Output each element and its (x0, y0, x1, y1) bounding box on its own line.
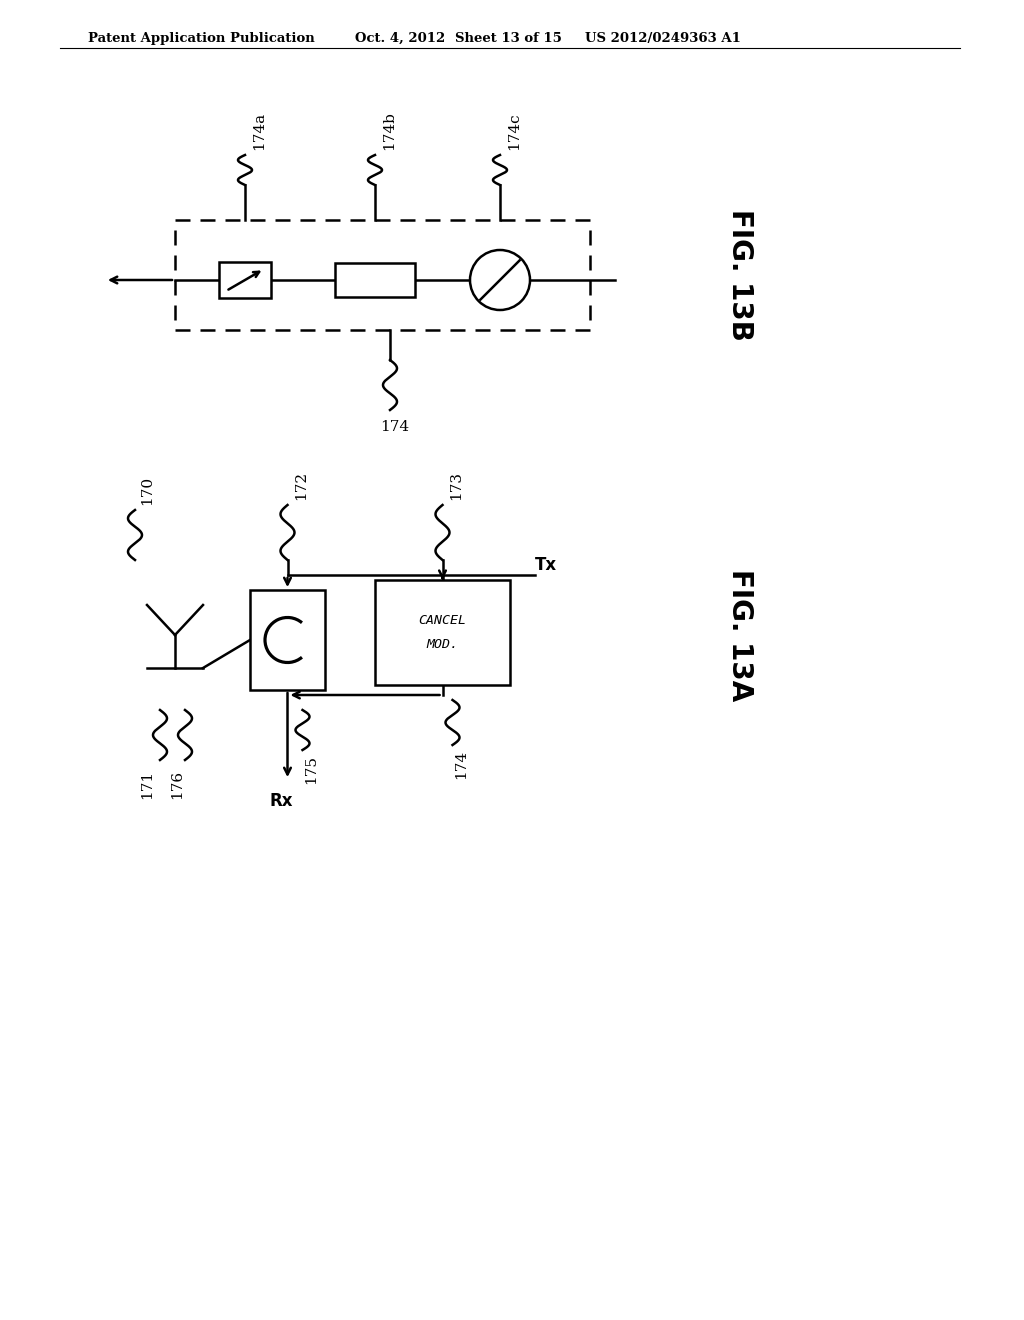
Text: US 2012/0249363 A1: US 2012/0249363 A1 (585, 32, 741, 45)
Circle shape (470, 249, 530, 310)
Text: 173: 173 (450, 471, 464, 500)
Text: Sheet 13 of 15: Sheet 13 of 15 (455, 32, 562, 45)
Text: 174: 174 (455, 750, 469, 779)
Text: Rx: Rx (269, 792, 293, 810)
Bar (335, 263, 415, 297)
Text: 174c: 174c (507, 112, 521, 150)
Bar (375, 579, 510, 685)
Text: 170: 170 (140, 477, 154, 506)
Text: FIG. 13A: FIG. 13A (726, 569, 754, 701)
Text: 171: 171 (140, 770, 154, 799)
Bar (250, 590, 325, 690)
Text: 174: 174 (380, 420, 410, 434)
Text: 174b: 174b (382, 111, 396, 150)
Text: Tx: Tx (535, 556, 557, 574)
Text: Patent Application Publication: Patent Application Publication (88, 32, 314, 45)
Text: 174a: 174a (252, 112, 266, 150)
Text: 176: 176 (170, 770, 184, 799)
Bar (219, 261, 271, 298)
Text: MOD.: MOD. (427, 638, 459, 651)
Text: 172: 172 (295, 471, 308, 500)
Text: FIG. 13B: FIG. 13B (726, 209, 754, 341)
Bar (175, 220, 590, 330)
Text: Oct. 4, 2012: Oct. 4, 2012 (355, 32, 445, 45)
Text: CANCEL: CANCEL (419, 614, 467, 627)
Text: 175: 175 (304, 755, 318, 784)
